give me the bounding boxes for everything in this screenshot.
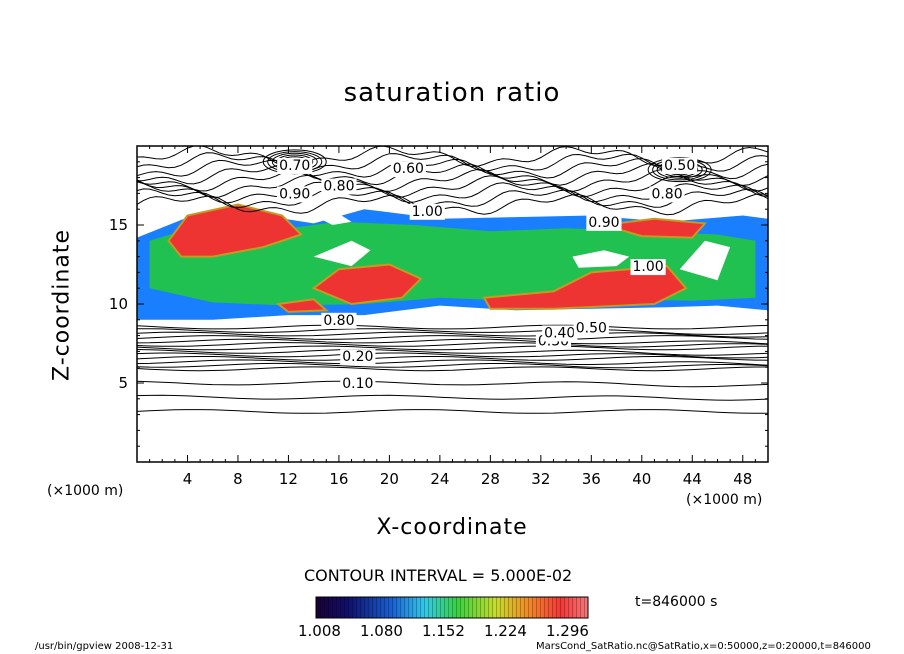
field-gap (679, 240, 731, 281)
x-tick-label: 28 (481, 470, 500, 488)
contour-label-bg (340, 349, 376, 366)
contour-label: 0.80 (651, 186, 682, 202)
contour-label-bg (277, 186, 313, 203)
contour-line (137, 338, 768, 345)
colorbar-stripes (316, 597, 588, 618)
footer-left: /usr/bin/gpview 2008-12-31 (35, 641, 174, 652)
contour-line (137, 193, 768, 216)
contour-label-bg (340, 376, 376, 392)
contour-label: 0.10 (342, 376, 373, 392)
contour-label: 0.60 (393, 161, 424, 177)
colorbar-tick-label: 1.080 (360, 622, 403, 640)
contour-label-bg (321, 178, 357, 195)
y-tick-label: 5 (118, 374, 128, 392)
contour-line (137, 188, 768, 209)
contour-line (137, 380, 768, 388)
contour-label-bg (277, 157, 313, 174)
contour-label: 0.70 (279, 158, 310, 174)
x-unit-label-left: (×1000 m) (47, 483, 124, 499)
contour-line (137, 345, 768, 351)
x-tick-label: 44 (683, 470, 702, 488)
x-tick-label: 4 (183, 470, 193, 488)
contour-line (137, 362, 768, 369)
colorbar-tick-label: 1.008 (298, 622, 341, 640)
y-tick-label: 10 (109, 295, 128, 313)
contour-line (137, 349, 768, 356)
contour-label-bg (586, 214, 622, 231)
field-region-high (311, 263, 423, 306)
colorbar (315, 596, 589, 619)
contour-label: 0.90 (279, 186, 310, 202)
x-tick-label: 20 (380, 470, 399, 488)
chart-title: saturation ratio (343, 78, 561, 108)
x-axis-label: X-coordinate (376, 515, 528, 540)
contour-label-bg (630, 259, 666, 276)
contour-label-bg (409, 203, 445, 220)
y-axis: 5 10 15 (109, 161, 768, 447)
contour-line (137, 366, 768, 372)
contour-line (137, 409, 768, 414)
contour-label: 0.50 (664, 158, 695, 174)
contour-line (137, 328, 768, 335)
x-tick-label: 24 (430, 470, 449, 488)
contour-label: 0.20 (342, 349, 373, 365)
x-tick-label: 36 (582, 470, 601, 488)
contour-label-bg (390, 161, 426, 178)
saturation-field (137, 203, 768, 320)
contour-label-bg (649, 186, 685, 203)
y-axis-label: Z-coordinate (49, 229, 75, 381)
field-gap (313, 240, 371, 267)
colorbar-tick-label: 1.296 (546, 622, 589, 640)
x-unit-label-right: (×1000 m) (686, 492, 763, 508)
contour-line (137, 394, 768, 401)
contour-line (137, 356, 768, 361)
x-tick-label: 12 (279, 470, 298, 488)
contour-label-layer: 0.100.200.300.400.500.600.700.800.800.90… (277, 157, 698, 392)
field-region-high (275, 298, 329, 313)
contour-label-bg (662, 157, 698, 174)
contour-line (137, 324, 768, 330)
field-region-high (603, 217, 707, 239)
contour-label: 0.80 (323, 313, 354, 329)
colorbar-tick-label: 1.152 (422, 622, 465, 640)
footer-right: MarsCond_SatRatio.nc@SatRatio,x=0:50000,… (536, 641, 871, 652)
contour-label-bg (573, 320, 609, 337)
contour-label: 0.40 (544, 325, 575, 341)
y-tick-label: 15 (109, 216, 128, 234)
field-gap (320, 213, 352, 225)
field-region-high (167, 203, 303, 258)
x-tick-label: 32 (531, 470, 550, 488)
contour-label-bg (321, 312, 357, 329)
contour-line (137, 352, 768, 359)
contour-interval-text: CONTOUR INTERVAL = 5.000E-02 (304, 566, 573, 585)
contour-label: 0.80 (323, 179, 354, 195)
colorbar-frame (315, 596, 589, 619)
field-region-high (482, 265, 688, 310)
contour-label: 1.00 (412, 204, 443, 220)
time-label: t=846000 s (635, 594, 718, 610)
contour-line (137, 342, 768, 348)
contour-lines (137, 146, 768, 414)
colorbar-tick-label: 1.224 (484, 622, 527, 640)
x-tick-label: 8 (233, 470, 243, 488)
contour-line (137, 335, 768, 340)
x-tick-label: 16 (329, 470, 348, 488)
x-axis: 4 8 12 16 20 24 28 32 36 40 44 48 (149, 146, 756, 488)
contour-label: 0.90 (588, 215, 619, 231)
contour-line (137, 331, 768, 338)
x-tick-label: 40 (632, 470, 651, 488)
contour-label: 1.00 (633, 259, 664, 275)
x-tick-label: 48 (733, 470, 752, 488)
contour-label: 0.50 (576, 321, 607, 337)
contour-ring (647, 157, 712, 183)
contour-label-bg (542, 325, 578, 342)
contour-line (137, 359, 768, 366)
field-gap (572, 250, 630, 268)
